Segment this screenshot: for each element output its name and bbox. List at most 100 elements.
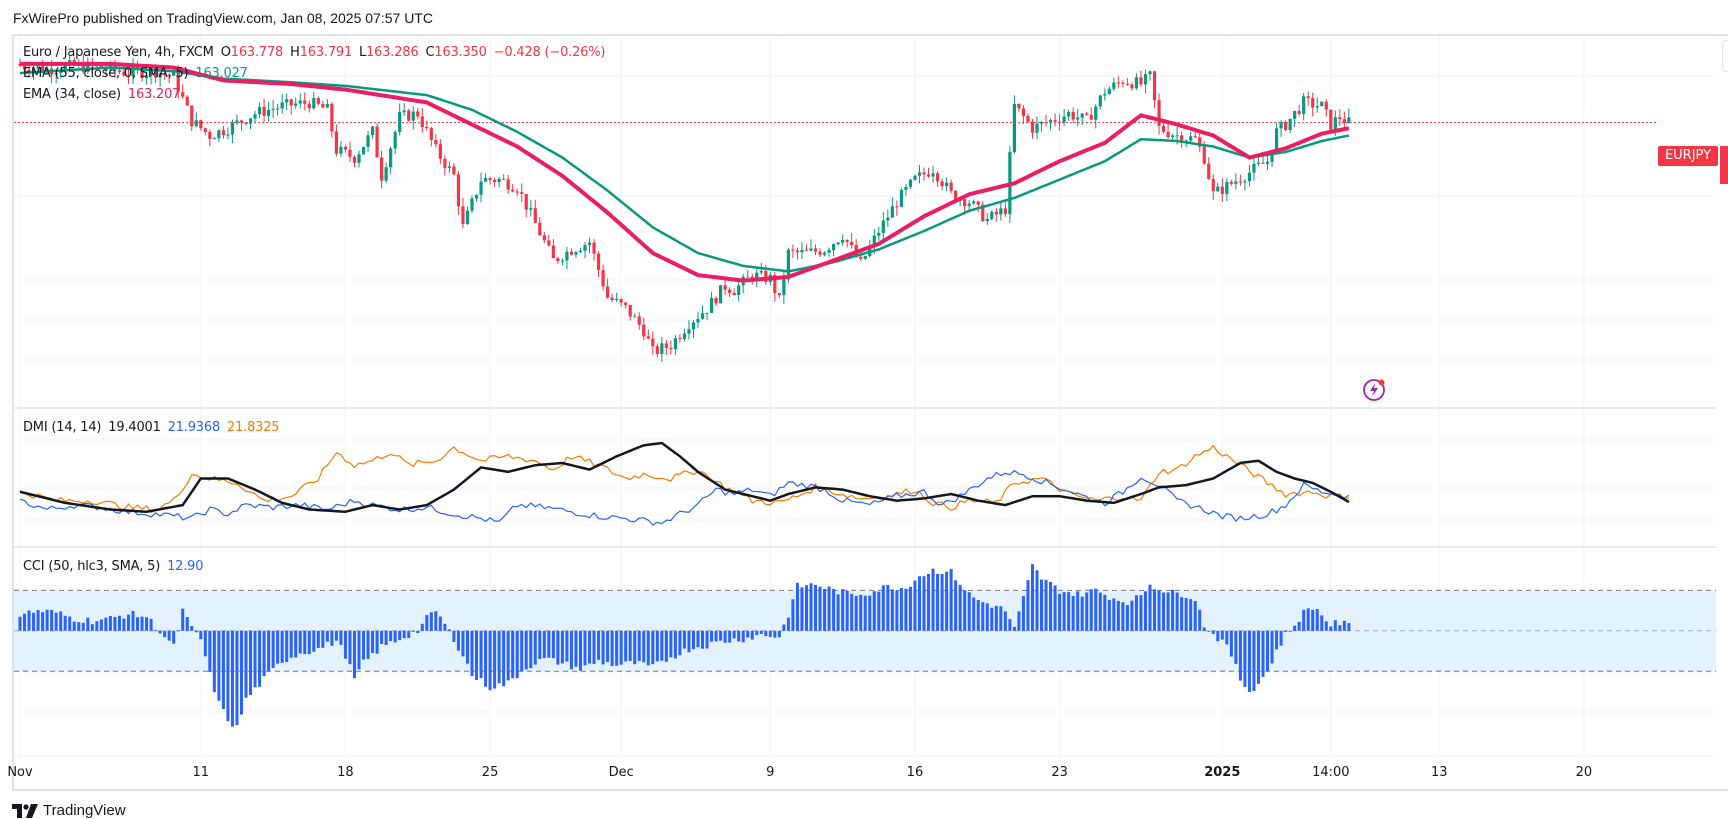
candle-body [587, 242, 592, 246]
cci-bar [1103, 594, 1107, 631]
cci-bar [126, 614, 130, 631]
cci-bar [194, 630, 198, 633]
candle-body [881, 220, 885, 233]
cci-bar [1139, 595, 1143, 631]
candle-body [922, 172, 926, 175]
candle-body [777, 293, 781, 296]
candle-body [1238, 181, 1242, 183]
cci-bar [723, 630, 727, 643]
cci-bar [253, 630, 257, 688]
cci-bar [1125, 605, 1129, 631]
ema55-label: EMA (55, close, 0, SMA, 5) [23, 66, 189, 81]
cci-bar [371, 630, 375, 653]
cci-bar [696, 630, 700, 648]
candle-body [719, 285, 723, 304]
cci-bar [908, 586, 912, 631]
cci-bar [154, 630, 158, 632]
cci-bar [199, 630, 203, 640]
cci-bar [1017, 611, 1021, 631]
candle-body [890, 206, 894, 218]
candle-body [1161, 125, 1166, 132]
cci-legend[interactable]: CCI (50, hlc3, SMA, 5) 12.90 [23, 559, 210, 574]
candle-body [981, 204, 985, 221]
cci-bar [728, 630, 732, 643]
cci-bar [732, 630, 736, 639]
cci-bar [556, 630, 560, 665]
cci-bar [475, 630, 479, 681]
candle-body [872, 235, 876, 246]
candle-body [262, 107, 266, 116]
candle-body [1247, 172, 1252, 182]
time-tick-label: 25 [481, 765, 499, 780]
candle-body [122, 71, 126, 76]
candle-body [307, 103, 311, 109]
candle-body [664, 343, 668, 348]
candle-body [556, 258, 560, 261]
lightning-icon[interactable] [1362, 378, 1386, 402]
cci-bar [1216, 630, 1220, 642]
candle-body [1048, 119, 1053, 123]
tradingview-logo: TradingView [12, 802, 126, 819]
cci-bar [578, 630, 582, 671]
cci-bar [72, 621, 76, 631]
price-axis-settings-button[interactable] [1722, 40, 1728, 72]
cci-bar [741, 630, 745, 643]
cci-bar [814, 584, 818, 631]
cci-bar [321, 630, 325, 648]
cci-bar [691, 630, 695, 650]
cci-bar [1180, 597, 1184, 631]
candle-body [533, 208, 537, 223]
ema55-legend[interactable]: EMA (55, close, 0, SMA, 5) 163.027 [23, 66, 255, 81]
last-price-marker [1720, 146, 1728, 184]
cci-bar [470, 630, 474, 677]
cci-bar [800, 587, 804, 631]
candle-body [1193, 136, 1197, 138]
adx-line [19, 441, 1350, 514]
ema34-legend[interactable]: EMA (34, close) 163.207 [23, 87, 187, 102]
candle-body [574, 252, 578, 255]
candle-body [1125, 83, 1129, 85]
dmi-legend[interactable]: DMI (14, 14) 19.4001 21.9368 21.8325 [23, 420, 286, 435]
cci-bar [208, 630, 212, 673]
cci-bar [1035, 570, 1039, 631]
candle-body [931, 173, 935, 177]
cci-bar [32, 612, 36, 631]
cci-bar [1026, 580, 1030, 631]
candle-body [149, 68, 153, 76]
candle-body [578, 250, 583, 253]
cci-bar [895, 590, 899, 631]
cci-bar [850, 593, 854, 631]
candle-body [935, 173, 940, 182]
symbol-title[interactable]: Euro / Japanese Yen, 4h, FXCM [23, 45, 214, 60]
candle-body [524, 193, 528, 210]
cci-bar [606, 630, 610, 663]
candle-body [673, 338, 677, 350]
candle-body [117, 70, 122, 72]
cci-bar [380, 630, 384, 644]
cci-bar [872, 591, 876, 631]
candle-body [972, 201, 976, 204]
cci-bar [447, 629, 451, 631]
cci-bar [1324, 621, 1328, 631]
cci-label: CCI (50, hlc3, SMA, 5) [23, 559, 161, 574]
cci-bar [931, 568, 935, 631]
cci-bar [163, 630, 167, 638]
candle-body [723, 285, 727, 290]
cci-bar [619, 630, 623, 665]
candle-body [832, 244, 836, 250]
candle-body [1306, 96, 1310, 99]
candle-body [36, 66, 40, 69]
cci-bar [560, 630, 564, 664]
cci-bar [298, 630, 302, 654]
candle-body [158, 73, 162, 78]
candle-body [542, 235, 546, 241]
cci-bar [795, 582, 799, 631]
cci-bar [719, 630, 723, 641]
candle-body [1216, 186, 1220, 192]
cci-bar [23, 613, 27, 631]
cci-bar [890, 589, 894, 631]
candle-body [230, 122, 235, 135]
cci-bar [502, 630, 506, 687]
candlesticks [18, 54, 1351, 362]
